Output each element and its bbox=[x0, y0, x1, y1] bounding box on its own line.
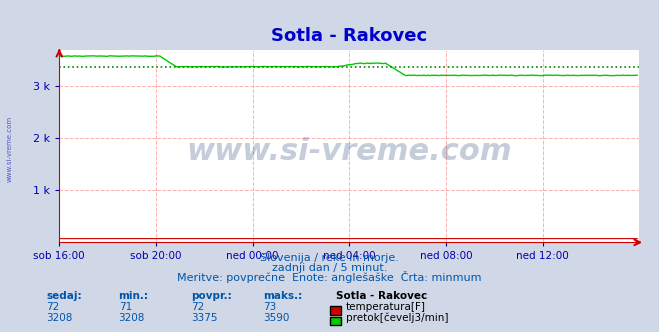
Text: 71: 71 bbox=[119, 302, 132, 312]
Title: Sotla - Rakovec: Sotla - Rakovec bbox=[272, 28, 427, 45]
Text: povpr.:: povpr.: bbox=[191, 291, 232, 301]
Text: zadnji dan / 5 minut.: zadnji dan / 5 minut. bbox=[272, 263, 387, 273]
Text: temperatura[F]: temperatura[F] bbox=[346, 302, 426, 312]
Text: 73: 73 bbox=[264, 302, 277, 312]
Text: 72: 72 bbox=[46, 302, 59, 312]
Text: www.si-vreme.com: www.si-vreme.com bbox=[186, 137, 512, 166]
Text: 3375: 3375 bbox=[191, 313, 217, 323]
Text: www.si-vreme.com: www.si-vreme.com bbox=[7, 116, 13, 183]
Text: 72: 72 bbox=[191, 302, 204, 312]
Text: Slovenija / reke in morje.: Slovenija / reke in morje. bbox=[260, 253, 399, 263]
Text: maks.:: maks.: bbox=[264, 291, 303, 301]
Text: 3208: 3208 bbox=[46, 313, 72, 323]
Text: Meritve: povprečne  Enote: anglešaške  Črta: minmum: Meritve: povprečne Enote: anglešaške Črt… bbox=[177, 271, 482, 283]
Text: pretok[čevelj3/min]: pretok[čevelj3/min] bbox=[346, 312, 449, 323]
Text: 3208: 3208 bbox=[119, 313, 145, 323]
Text: min.:: min.: bbox=[119, 291, 149, 301]
Text: Sotla - Rakovec: Sotla - Rakovec bbox=[336, 291, 427, 301]
Text: 3590: 3590 bbox=[264, 313, 290, 323]
Text: sedaj:: sedaj: bbox=[46, 291, 82, 301]
